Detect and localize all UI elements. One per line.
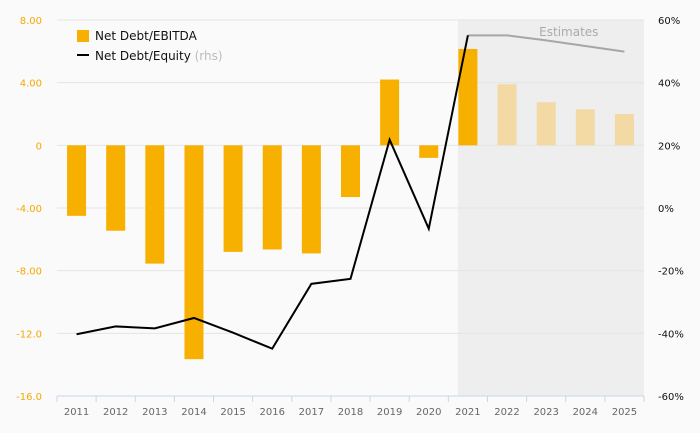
left-axis-tick-label: -8.00 — [16, 267, 42, 278]
x-axis-tick-label: 2024 — [573, 407, 598, 418]
bar-2025 — [614, 114, 634, 146]
right-axis-tick-label: 0% — [658, 204, 674, 215]
bar-2016 — [262, 145, 282, 250]
right-axis-tick-label: -60% — [658, 392, 684, 403]
bar-2015 — [223, 145, 243, 252]
right-axis-tick-label: 60% — [658, 16, 680, 27]
bar-2020 — [419, 145, 439, 158]
legend-line-suffix: (rhs) — [191, 49, 223, 63]
x-axis-tick-label: 2021 — [455, 407, 480, 418]
legend: Net Debt/EBITDA Net Debt/Equity (rhs) — [77, 29, 223, 63]
x-axis-tick-label: 2017 — [299, 407, 324, 418]
left-axis-tick-label: 0 — [36, 141, 42, 152]
right-axis-tick-label: 40% — [658, 79, 680, 90]
estimates-label: Estimates — [539, 25, 598, 39]
x-axis-tick-label: 2015 — [220, 407, 245, 418]
x-axis-tick-label: 2011 — [64, 407, 89, 418]
bar-2017 — [301, 145, 321, 254]
left-axis-tick-label: -4.00 — [16, 204, 42, 215]
bar-2012 — [106, 145, 126, 231]
legend-line-name: Net Debt/Equity — [95, 49, 191, 63]
x-axis-tick-label: 2013 — [142, 407, 167, 418]
bar-2013 — [145, 145, 165, 264]
x-axis-tick-label: 2023 — [533, 407, 558, 418]
legend-bar-label: Net Debt/EBITDA — [95, 29, 198, 43]
bar-2014 — [184, 145, 204, 360]
left-axis-tick-label: -16.0 — [16, 392, 42, 403]
bar-2021 — [458, 48, 478, 146]
net-debt-equity-estimate-line — [467, 34, 625, 53]
right-axis-tick-label: -20% — [658, 267, 684, 278]
bar-2023 — [536, 102, 556, 146]
left-axis-tick-label: 8.00 — [20, 16, 42, 27]
x-axis-tick-label: 2016 — [260, 407, 285, 418]
x-axis-tick-label: 2012 — [103, 407, 128, 418]
x-axis-tick-label: 2020 — [416, 407, 441, 418]
bar-2022 — [497, 84, 517, 146]
right-axis-tick-label: -40% — [658, 329, 684, 340]
left-axis-tick-label: -12.0 — [16, 329, 42, 340]
net-debt-equity-line — [76, 35, 469, 350]
x-axis-tick-label: 2014 — [181, 407, 206, 418]
legend-bar-swatch — [77, 30, 89, 42]
legend-line-label: Net Debt/Equity (rhs) — [95, 49, 223, 63]
x-axis-tick-label: 2025 — [612, 407, 637, 418]
bar-2018 — [341, 145, 360, 198]
bar-2019 — [380, 79, 400, 146]
right-axis-tick-label: 20% — [658, 141, 680, 152]
x-axis-tick-label: 2022 — [494, 407, 519, 418]
left-axis-tick-label: 4.00 — [20, 79, 42, 90]
bar-2024 — [575, 109, 595, 146]
bar-2011 — [67, 145, 87, 216]
x-axis-tick-label: 2019 — [377, 407, 402, 418]
x-axis-tick-label: 2018 — [338, 407, 363, 418]
